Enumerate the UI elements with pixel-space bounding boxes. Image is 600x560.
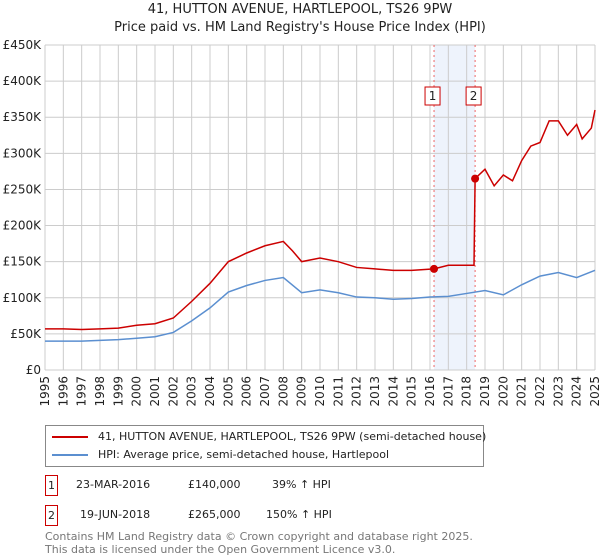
x-tick-label: 2011 [331, 376, 345, 407]
transaction-price: £265,000 [188, 508, 241, 521]
x-tick-label: 1998 [93, 376, 107, 407]
x-tick-label: 1999 [111, 376, 125, 407]
chart-subtitle: Price paid vs. HM Land Registry's House … [114, 20, 486, 35]
x-tick-label: 1995 [38, 376, 52, 407]
x-tick-label: 2017 [441, 376, 455, 407]
x-tick-label: 2003 [185, 376, 199, 407]
transaction-hpi: 39% ↑ HPI [272, 478, 331, 491]
x-tick-label: 2001 [148, 376, 162, 407]
transaction-date: 19-JUN-2018 [80, 508, 151, 521]
transaction-label-box [424, 86, 441, 106]
footer: Contains HM Land Registry data © Crown c… [45, 530, 473, 556]
x-tick-label: 2005 [221, 376, 235, 407]
y-tick-label: £450K [3, 38, 43, 52]
legend-label-property: 41, HUTTON AVENUE, HARTLEPOOL, TS26 9PW … [98, 430, 487, 443]
x-tick-label: 2009 [295, 376, 309, 407]
transaction-label-text: 1 [429, 89, 437, 103]
x-tick-label: 2010 [313, 376, 327, 407]
x-tick-label: 2022 [533, 376, 547, 407]
x-tick-label: 2000 [130, 376, 144, 407]
transaction-label-box [465, 86, 482, 106]
transaction-price: £140,000 [188, 478, 241, 491]
transaction-row: 2 19-JUN-2018 £265,000 150% ↑ HPI [45, 505, 445, 527]
x-tick-label: 2012 [350, 376, 364, 407]
x-tick-label: 2019 [478, 376, 492, 407]
x-tick-label: 2014 [386, 376, 400, 407]
transaction-point [430, 264, 439, 273]
transaction-label: 1 [424, 86, 441, 106]
series-line [45, 109, 596, 331]
x-tick-label: 2002 [166, 376, 180, 407]
legend: 41, HUTTON AVENUE, HARTLEPOOL, TS26 9PW … [45, 425, 487, 467]
y-tick-label: £400K [3, 74, 43, 88]
transaction-point [471, 174, 480, 183]
x-tick-label: 2006 [240, 376, 254, 407]
x-tick-label: 2025 [588, 376, 600, 407]
x-tick-label: 2016 [423, 376, 437, 407]
legend-swatch-hpi [52, 453, 88, 456]
transaction-hpi: 150% ↑ HPI [266, 508, 332, 521]
y-tick-label: £250K [3, 182, 43, 196]
y-tick-label: £50K [10, 327, 42, 341]
x-tick-label: 1997 [75, 376, 89, 407]
x-tick-label: 2013 [368, 376, 382, 407]
chart-title: 41, HUTTON AVENUE, HARTLEPOOL, TS26 9PW [147, 2, 453, 17]
x-tick-label: 1996 [56, 376, 70, 407]
x-tick-label: 2007 [258, 376, 272, 407]
x-tick-label: 2008 [276, 376, 290, 407]
transaction-date: 23-MAR-2016 [76, 478, 151, 491]
chart-plot: 1995 1996 1997 1998 1999 2000 2001 2002 2003 2004… [3, 38, 600, 407]
transaction-marker: 1 [45, 475, 58, 496]
footer-line-2: This data is licensed under the Open Gov… [45, 543, 396, 556]
y-tick-label: £200K [3, 219, 43, 233]
transaction-label-text: 2 [470, 89, 478, 103]
x-tick-label: 2018 [460, 376, 474, 407]
transaction-label: 2 [465, 86, 482, 106]
x-tick-label: 2024 [570, 376, 584, 407]
y-tick-label: £0 [26, 363, 41, 377]
transaction-marker: 2 [45, 505, 58, 526]
legend-swatch-property [52, 435, 88, 438]
y-tick-label: £350K [3, 110, 43, 124]
x-tick-label: 2021 [515, 376, 529, 407]
x-tick-label: 2023 [551, 376, 565, 407]
x-tick-label: 2004 [203, 376, 217, 407]
transaction-row: 1 23-MAR-2016 £140,000 39% ↑ HPI [45, 475, 445, 497]
x-tick-label: 2015 [405, 376, 419, 407]
series-line [45, 269, 596, 342]
y-tick-label: £300K [3, 146, 43, 160]
y-tick-label: £100K [3, 291, 43, 305]
footer-line-1: Contains HM Land Registry data © Crown c… [45, 530, 473, 543]
y-tick-label: £150K [3, 255, 43, 269]
x-tick-label: 2020 [496, 376, 510, 407]
legend-label-hpi: HPI: Average price, semi-detached house,… [98, 448, 390, 461]
